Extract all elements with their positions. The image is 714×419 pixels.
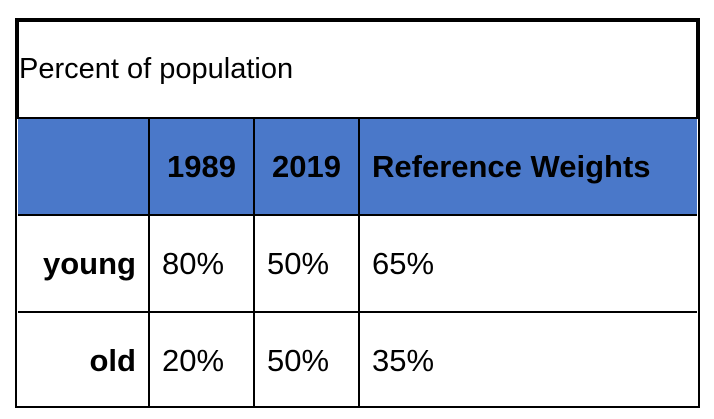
table-title: Percent of population	[17, 20, 698, 119]
table-cell: 20%	[148, 311, 255, 408]
header-corner-cell	[18, 117, 150, 216]
row-label-old: old	[18, 311, 150, 408]
population-table: Percent of population 1989 2019 Referenc…	[17, 20, 698, 408]
table-cell: 35%	[358, 311, 697, 408]
header-cell-2019: 2019	[253, 117, 360, 216]
header-cell-1989: 1989	[148, 117, 255, 216]
table-title-row: Percent of population	[17, 20, 698, 119]
table-cell: 50%	[253, 214, 360, 313]
population-table-container: Percent of population 1989 2019 Referenc…	[15, 18, 700, 408]
table-cell: 65%	[358, 214, 697, 313]
table-row: young 80% 50% 65%	[18, 214, 697, 313]
row-label-young: young	[18, 214, 150, 313]
header-cell-reference-weights: Reference Weights	[358, 117, 697, 216]
table-header-row: 1989 2019 Reference Weights	[18, 117, 697, 216]
table-cell: 50%	[253, 311, 360, 408]
table-row: old 20% 50% 35%	[18, 311, 697, 408]
table-cell: 80%	[148, 214, 255, 313]
